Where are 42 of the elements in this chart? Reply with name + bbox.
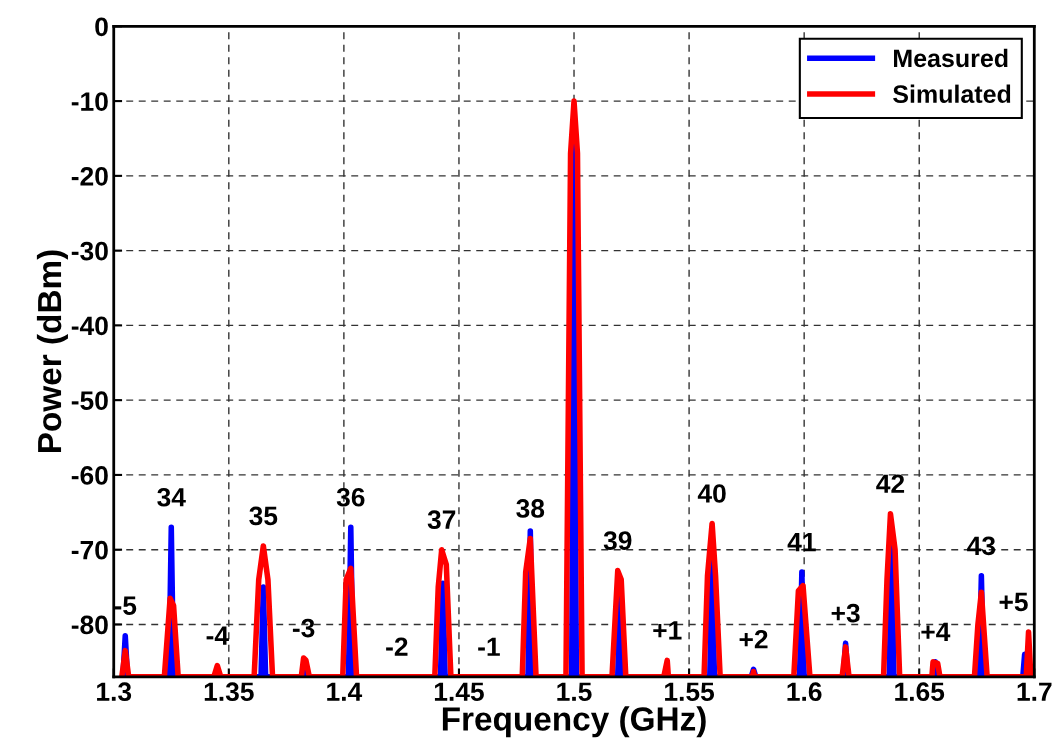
annotation: 38 (516, 499, 545, 518)
x-tick-label: 1.7 (1017, 682, 1052, 701)
annotation: 37 (427, 510, 456, 530)
legend-label: Measured (894, 48, 1008, 68)
x-tick-label: 1.65 (895, 682, 945, 702)
x-tick-label: 1.35 (204, 682, 254, 702)
annotation: +4 (921, 622, 951, 641)
annotation: 39 (603, 531, 632, 550)
x-tick-label: 1.4 (327, 682, 363, 701)
annotation: +3 (831, 603, 860, 623)
y-tick-label: -40 (71, 316, 108, 336)
y-tick-label: -60 (71, 466, 108, 485)
annotation: -2 (386, 637, 408, 656)
annotation: 41 (787, 533, 816, 552)
y-axis-title: Power (dBm) (36, 250, 68, 453)
y-tick-label: -50 (71, 391, 108, 410)
y-tick-label: 0 (95, 17, 108, 37)
annotation: -1 (478, 637, 500, 656)
x-tick-label: 1.5 (557, 682, 592, 702)
annotation: +1 (653, 621, 682, 640)
annotation: -3 (292, 618, 315, 638)
annotation: -4 (206, 626, 229, 645)
y-tick-label: -10 (71, 92, 108, 111)
annotation: 35 (249, 506, 278, 526)
y-tick-label: -70 (71, 540, 108, 560)
annotation: 36 (336, 487, 365, 507)
annotation: +5 (999, 592, 1028, 612)
x-tick-label: 1.6 (787, 682, 822, 702)
y-tick-label: -20 (71, 166, 108, 186)
x-tick-label: 1.45 (434, 682, 484, 702)
annotation: 40 (697, 484, 726, 503)
x-tick-label: 1.3 (97, 682, 132, 702)
x-tick-label: 1.55 (665, 682, 715, 702)
y-tick-label: -80 (71, 615, 108, 635)
annotation: 34 (157, 487, 186, 507)
annotation: -5 (114, 596, 137, 615)
legend-label: Simulated (893, 84, 1011, 103)
annotation: 42 (876, 474, 905, 493)
annotation: +2 (739, 629, 768, 649)
x-axis-title: Frequency (GHz) (442, 706, 706, 738)
y-tick-label: -30 (71, 241, 108, 261)
annotation: 43 (967, 536, 996, 556)
